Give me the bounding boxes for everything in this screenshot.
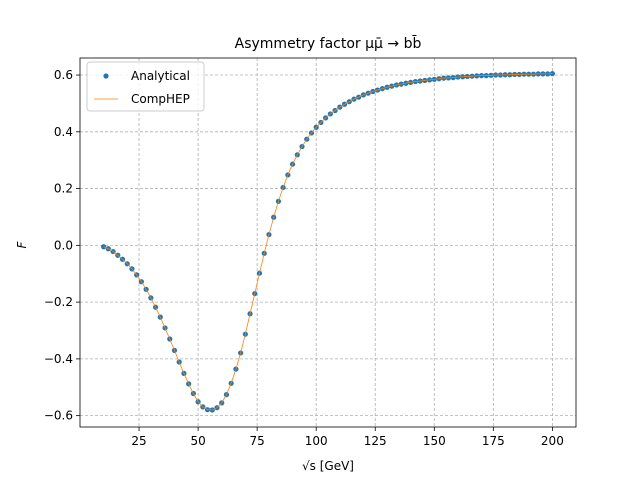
y-axis-label: F [15,240,29,248]
series-layer [101,71,555,413]
x-tick-label: 75 [250,434,265,448]
plot-frame [79,57,577,428]
x-tick-label: 125 [364,434,387,448]
y-tick-label: −0.4 [44,352,73,366]
x-tick-label: 150 [423,434,446,448]
x-tick-label: 100 [305,434,328,448]
legend-label-comphep: CompHEP [131,92,190,106]
y-tick-label: −0.6 [44,409,73,423]
y-tick-label: 0.2 [54,182,73,196]
series-line-comphep [103,73,553,411]
x-tick-label: 175 [482,434,505,448]
legend-marker-analytical [103,73,109,79]
y-tick-label: 0.6 [54,68,73,82]
y-axis-ticks: −0.6 −0.4 −0.2 0.0 0.2 0.4 0.6 [44,68,80,423]
y-tick-label: 0.0 [54,238,73,252]
data-point-analytical [101,244,107,250]
chart-title: Asymmetry factor μμ̄ → bb̄ [235,34,422,52]
legend-label-analytical: Analytical [131,69,190,83]
x-tick-label: 200 [541,434,564,448]
x-tick-label: 25 [131,434,146,448]
x-axis-label: √s [GeV] [302,459,354,473]
x-axis-ticks: 25 50 75 100 125 150 175 200 [131,427,564,448]
y-tick-label: 0.4 [54,125,73,139]
y-tick-label: −0.2 [44,295,73,309]
x-tick-label: 50 [190,434,205,448]
legend: Analytical CompHEP [86,61,205,112]
